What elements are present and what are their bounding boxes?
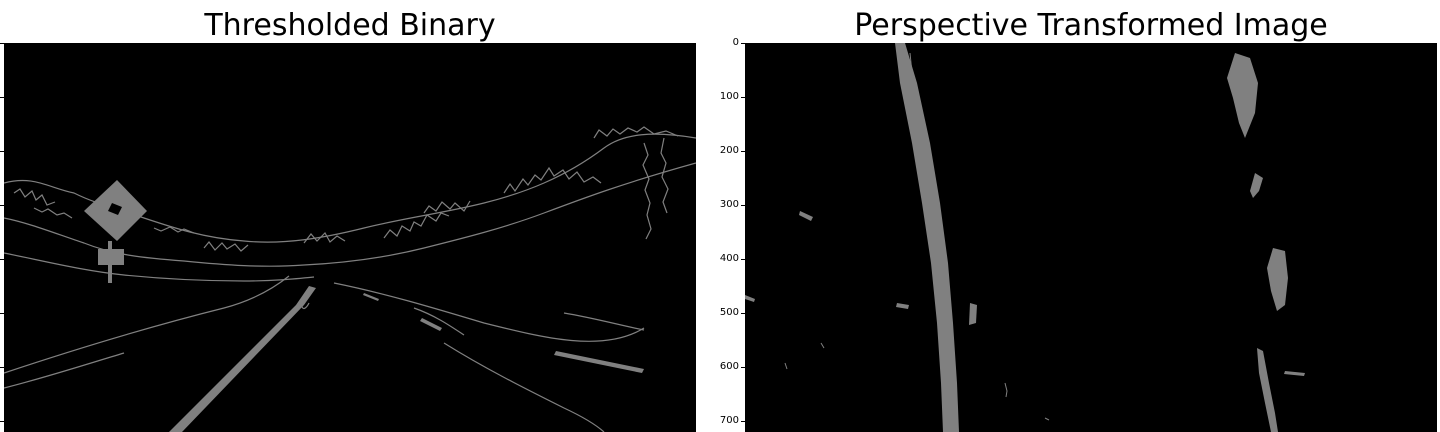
right-ytick-mark: [741, 313, 745, 314]
right-ytick-label: 400: [719, 253, 739, 264]
right-ytick-label: 600: [719, 361, 739, 372]
right-ytick-label: 200: [719, 145, 739, 156]
right-ytick-label: 300: [719, 199, 739, 210]
right-ytick-label: 0: [732, 37, 739, 48]
left-ytick-mark: [0, 259, 4, 260]
right-ytick-mark: [741, 421, 745, 422]
left-ytick-mark: [0, 151, 4, 152]
perspective-transformed-image: [745, 43, 1437, 432]
right-ytick-label: 700: [719, 415, 739, 426]
right-ytick-mark: [741, 367, 745, 368]
thresholded-binary-drawing: [4, 43, 696, 432]
thresholded-binary-image: [4, 43, 696, 432]
left-ytick-mark: [0, 313, 4, 314]
right-panel-title: Perspective Transformed Image: [854, 8, 1328, 43]
right-ytick-mark: [741, 259, 745, 260]
left-panel-title: Thresholded Binary: [204, 8, 496, 43]
right-ytick-mark: [741, 43, 745, 44]
perspective-transformed-drawing: [745, 43, 1437, 432]
left-ytick-mark: [0, 43, 4, 44]
right-ytick-mark: [741, 97, 745, 98]
right-ytick-label: 500: [719, 307, 739, 318]
left-ytick-mark: [0, 367, 4, 368]
left-ytick-mark: [0, 205, 4, 206]
left-ytick-mark: [0, 421, 4, 422]
right-ytick-mark: [741, 151, 745, 152]
right-ytick-label: 100: [719, 91, 739, 102]
right-ytick-mark: [741, 205, 745, 206]
left-ytick-mark: [0, 97, 4, 98]
